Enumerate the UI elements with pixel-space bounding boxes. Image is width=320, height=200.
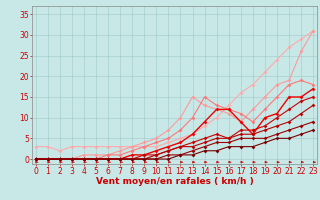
- X-axis label: Vent moyen/en rafales ( km/h ): Vent moyen/en rafales ( km/h ): [96, 177, 253, 186]
